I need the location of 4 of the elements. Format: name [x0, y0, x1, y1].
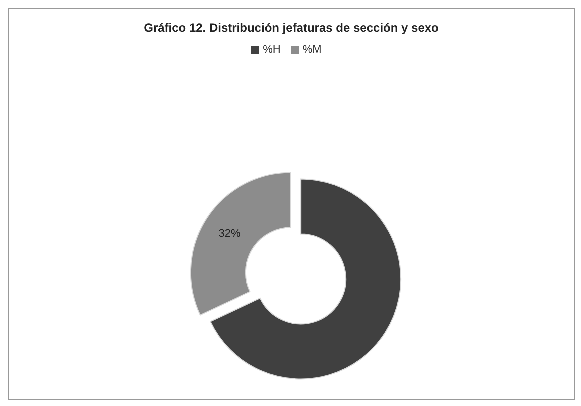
legend-label: %M — [302, 44, 322, 56]
chart-title: Gráfico 12. Distribución jefaturas de sección y sexo — [143, 21, 440, 35]
data-label: 32% — [218, 228, 241, 240]
legend-label: %H — [263, 44, 281, 56]
